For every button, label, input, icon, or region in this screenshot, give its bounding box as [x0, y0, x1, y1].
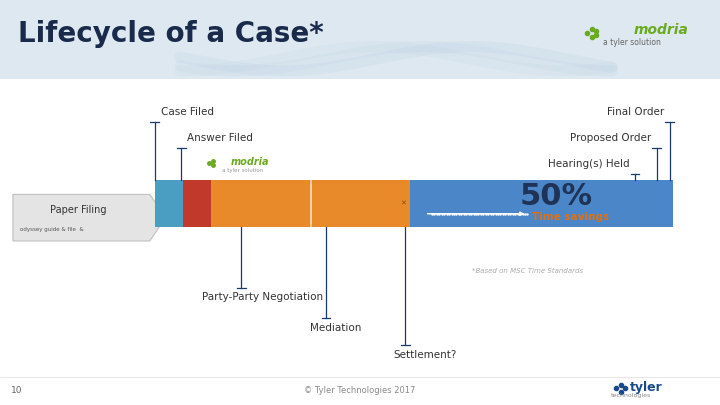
- Text: 10: 10: [11, 386, 22, 395]
- Text: odyssey guide & file  &: odyssey guide & file &: [20, 227, 84, 232]
- FancyBboxPatch shape: [0, 0, 720, 79]
- Text: Case Filed: Case Filed: [161, 107, 214, 117]
- Text: © Tyler Technologies 2017: © Tyler Technologies 2017: [305, 386, 415, 395]
- Text: technologies: technologies: [611, 393, 651, 398]
- Text: modria: modria: [634, 23, 688, 36]
- Text: *Based on MSC Time Standards: *Based on MSC Time Standards: [472, 269, 582, 274]
- Text: Answer Filed: Answer Filed: [187, 133, 253, 143]
- Text: ✕: ✕: [400, 200, 406, 207]
- FancyBboxPatch shape: [155, 180, 673, 227]
- FancyBboxPatch shape: [211, 180, 410, 227]
- Text: Lifecycle of a Case*: Lifecycle of a Case*: [18, 20, 324, 49]
- FancyBboxPatch shape: [192, 180, 202, 227]
- Text: a tyler solution: a tyler solution: [222, 168, 263, 173]
- Text: Paper Filing: Paper Filing: [50, 205, 107, 215]
- Text: 50%: 50%: [520, 182, 593, 211]
- FancyBboxPatch shape: [0, 79, 720, 405]
- Text: modria: modria: [230, 157, 269, 167]
- FancyBboxPatch shape: [155, 180, 164, 227]
- Text: Party-Party Negotiation: Party-Party Negotiation: [202, 292, 323, 303]
- FancyBboxPatch shape: [0, 377, 720, 405]
- Text: tyler: tyler: [630, 382, 662, 394]
- FancyBboxPatch shape: [174, 180, 183, 227]
- FancyBboxPatch shape: [183, 180, 192, 227]
- Text: Settlement?: Settlement?: [394, 350, 457, 360]
- Text: Final Order: Final Order: [606, 107, 664, 117]
- FancyBboxPatch shape: [164, 180, 174, 227]
- Text: Time savings: Time savings: [532, 213, 609, 222]
- Text: Mediation: Mediation: [310, 323, 361, 333]
- Polygon shape: [13, 194, 166, 241]
- Text: a tyler solution: a tyler solution: [603, 38, 661, 47]
- FancyBboxPatch shape: [202, 180, 211, 227]
- Text: Proposed Order: Proposed Order: [570, 133, 651, 143]
- Text: Hearing(s) Held: Hearing(s) Held: [548, 159, 629, 169]
